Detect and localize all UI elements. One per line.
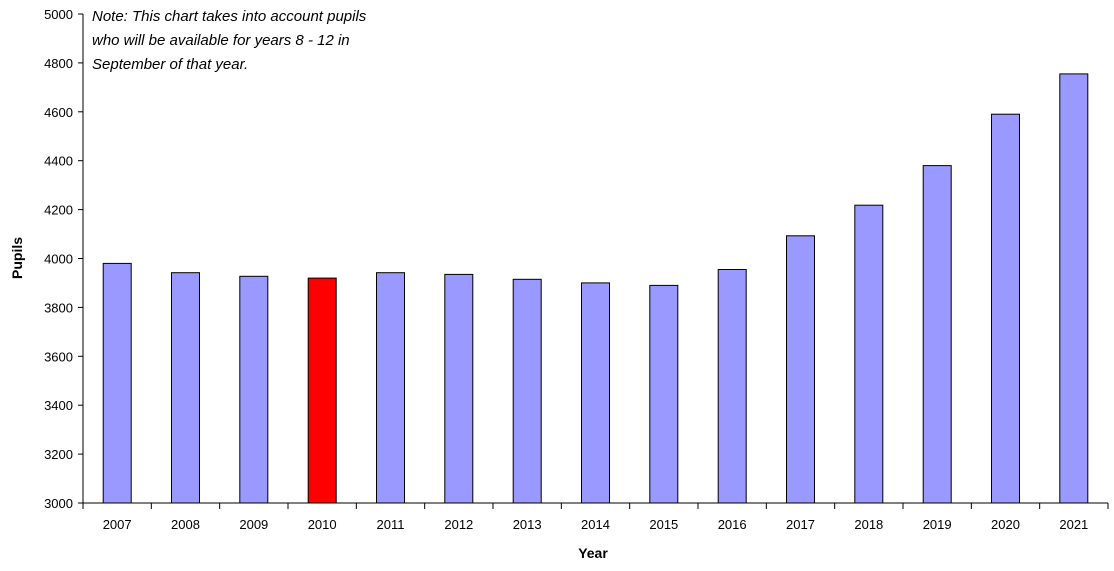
y-tick-label-3400: 3400 bbox=[44, 398, 73, 413]
bar-2012 bbox=[444, 273, 474, 504]
y-ticks-group: 3000 3200 3400 3600 3800 4000 4200 4400 4600 4800… bbox=[44, 7, 83, 511]
bar-2019 bbox=[922, 165, 952, 504]
y-tick-label-3600: 3600 bbox=[44, 349, 73, 364]
x-tick-label-2007: 2007 bbox=[103, 517, 132, 532]
bar-2014 bbox=[581, 282, 610, 504]
bar-2009 bbox=[239, 275, 269, 504]
x-tick-label-2009: 2009 bbox=[239, 517, 268, 532]
bar-2013 bbox=[512, 278, 542, 504]
x-tick-label-2013: 2013 bbox=[513, 517, 542, 532]
x-tick-label-2014: 2014 bbox=[581, 517, 610, 532]
x-tick-label-2008: 2008 bbox=[171, 517, 200, 532]
x-ticks-group: 2007 2008 2009 2010 2011 2012 2013 2014 2015 2016… bbox=[82, 503, 1109, 532]
bar-2020 bbox=[991, 113, 1020, 504]
bar-2021 bbox=[1059, 73, 1089, 504]
bar-2008 bbox=[171, 272, 200, 504]
bar-2007 bbox=[102, 262, 132, 504]
y-tick-label-4000: 4000 bbox=[44, 252, 73, 267]
y-tick-label-4600: 4600 bbox=[44, 105, 73, 120]
x-tick-label-2010: 2010 bbox=[308, 517, 337, 532]
x-tick-label-2020: 2020 bbox=[991, 517, 1020, 532]
x-tick-label-2018: 2018 bbox=[854, 517, 883, 532]
y-tick-label-4800: 4800 bbox=[44, 56, 73, 71]
y-tick-label-5000: 5000 bbox=[44, 7, 73, 22]
y-tick-label-3200: 3200 bbox=[44, 447, 73, 462]
x-tick-label-2011: 2011 bbox=[377, 517, 405, 532]
bar-2017 bbox=[786, 235, 815, 504]
bar-2011 bbox=[376, 272, 405, 504]
x-tick-label-2012: 2012 bbox=[444, 517, 473, 532]
note-line-2: who will be available for years 8 - 12 i… bbox=[92, 32, 350, 49]
x-tick-label-2015: 2015 bbox=[649, 517, 678, 532]
bar-2010 bbox=[307, 277, 337, 504]
bar-2018 bbox=[854, 204, 884, 504]
x-axis-title: Year bbox=[578, 545, 608, 561]
bar-2016 bbox=[717, 269, 747, 504]
chart-note: Note: This chart takes into account pupi… bbox=[92, 8, 367, 73]
y-tick-label-4200: 4200 bbox=[44, 203, 73, 218]
note-line-3: September of that year. bbox=[92, 56, 248, 73]
y-tick-label-3000: 3000 bbox=[44, 496, 73, 511]
x-tick-label-2017: 2017 bbox=[786, 517, 815, 532]
bar-2015 bbox=[649, 284, 679, 504]
bars-group bbox=[102, 73, 1089, 504]
x-tick-label-2021: 2021 bbox=[1059, 517, 1088, 532]
y-tick-label-4400: 4400 bbox=[44, 154, 73, 169]
y-axis-title: Pupils bbox=[9, 237, 25, 279]
y-tick-label-3800: 3800 bbox=[44, 300, 73, 315]
note-line-1: Note: This chart takes into account pupi… bbox=[92, 8, 367, 25]
x-tick-label-2016: 2016 bbox=[718, 517, 747, 532]
x-tick-label-2019: 2019 bbox=[923, 517, 952, 532]
